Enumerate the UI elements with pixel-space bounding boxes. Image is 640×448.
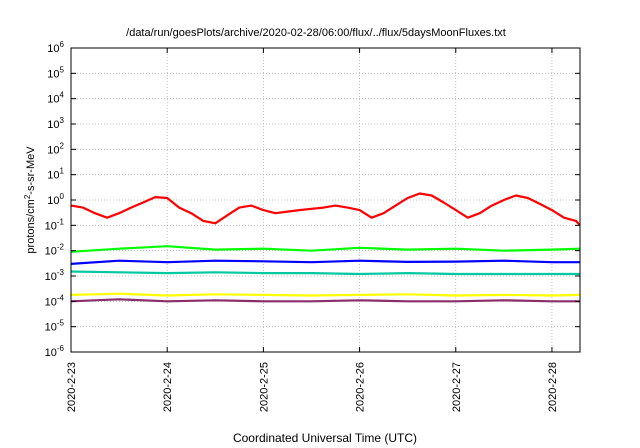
x-axis-label: Coordinated Universal Time (UTC) <box>233 431 417 445</box>
y-tick-label: 103 <box>47 116 64 131</box>
y-tick-label: 10-4 <box>45 293 65 308</box>
x-axis-ticks: 2020-2-23 2020-2-24 2020-2-25 2020-2-26 2020… <box>66 48 559 412</box>
y-axis-ticks: 10-6 10-5 10-4 10-3 10-2 10-1 100 101 102 103 104 1… <box>45 40 580 359</box>
series-line-1 <box>70 192 581 227</box>
series-line-3 <box>70 259 580 265</box>
y-tick-label: 100 <box>47 192 64 207</box>
y-tick-label: 105 <box>47 65 64 80</box>
y-tick-label: 10-5 <box>45 319 65 334</box>
y-tick-label: 102 <box>47 141 64 156</box>
x-tick-label: 2020-2-23 <box>66 362 78 412</box>
x-tick-label: 2020-2-24 <box>162 362 174 412</box>
x-tick-label: 2020-2-28 <box>547 362 559 412</box>
series-line-4 <box>70 270 580 276</box>
y-tick-label: 10-6 <box>45 344 65 359</box>
y-tick-label: 10-1 <box>45 217 65 232</box>
series-lines <box>70 192 581 303</box>
y-axis-label: protons/cm2-s-sr-MeV <box>23 146 37 254</box>
y-tick-label: 10-3 <box>45 268 65 283</box>
y-tick-label: 104 <box>47 91 64 106</box>
y-tick-label: 101 <box>47 167 64 182</box>
chart-title: /data/run/goesPlots/archive/2020-02-28/0… <box>126 27 506 39</box>
x-tick-label: 2020-2-25 <box>258 362 270 412</box>
series-line-6 <box>70 298 580 303</box>
series-line-2 <box>70 245 581 253</box>
x-tick-label: 2020-2-27 <box>451 362 463 412</box>
x-tick-label: 2020-2-26 <box>355 362 367 412</box>
y-tick-label: 10-2 <box>45 243 65 258</box>
y-tick-label: 106 <box>47 40 64 55</box>
series-line-5 <box>70 292 581 297</box>
